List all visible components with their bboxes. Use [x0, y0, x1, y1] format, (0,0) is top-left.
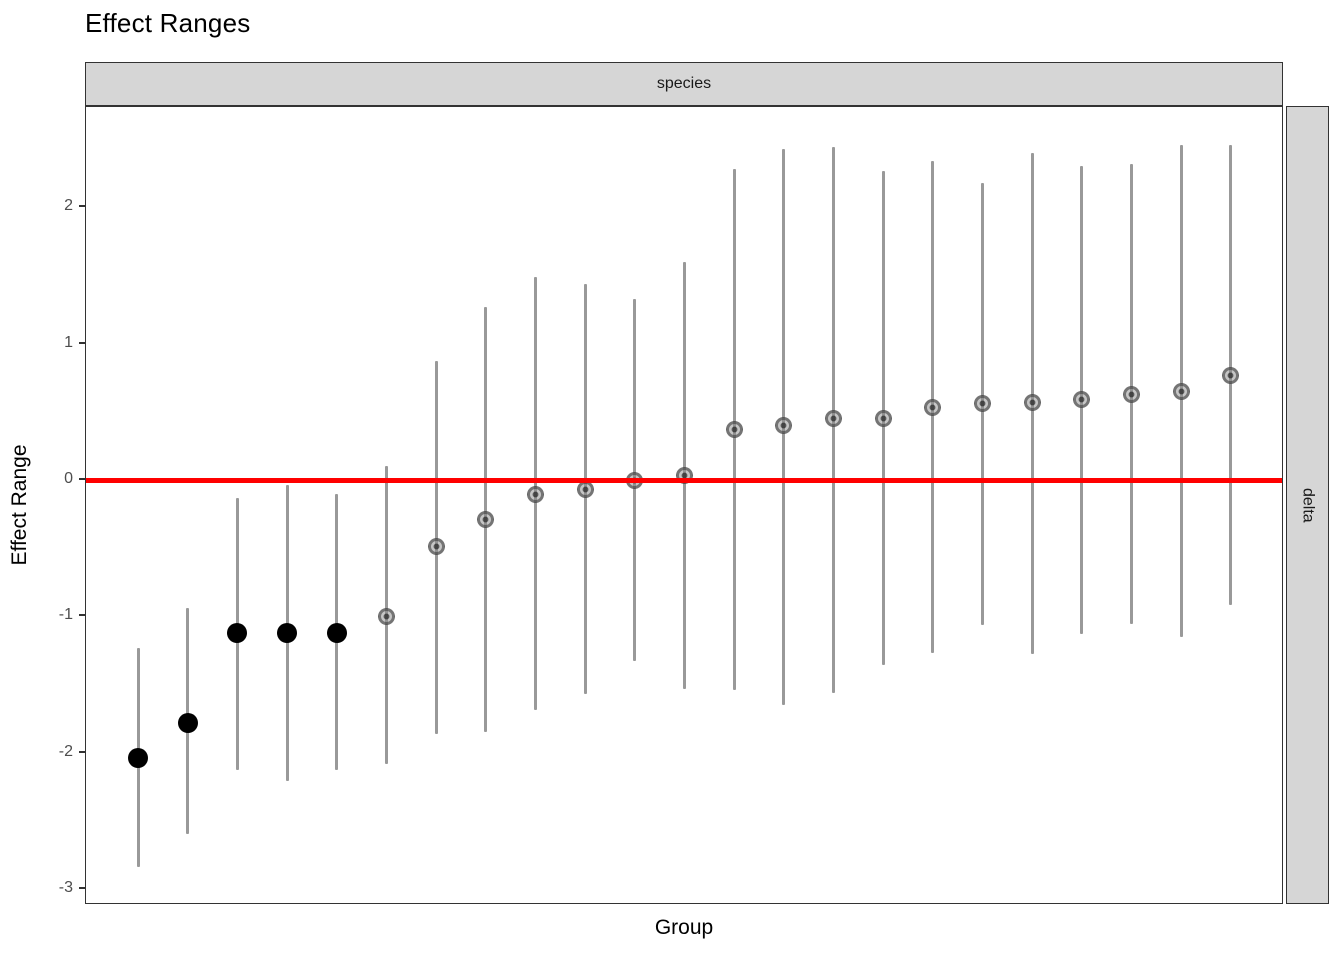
- facet-strip-right: delta: [1286, 106, 1329, 904]
- point-estimate: [1172, 382, 1190, 400]
- y-axis-tick-label: -2: [58, 742, 73, 760]
- point-estimate: [825, 410, 843, 428]
- y-axis-tick-label: -3: [58, 878, 73, 896]
- point-estimate: [1023, 393, 1041, 411]
- point-estimate-significant: [128, 748, 148, 769]
- y-axis-title: Effect Range: [8, 444, 31, 566]
- y-axis-tick-label: -1: [58, 606, 73, 624]
- zero-reference-line: [86, 477, 1282, 483]
- y-axis-tick-mark: [79, 750, 85, 753]
- chart-title: Effect Ranges: [85, 8, 251, 38]
- point-estimate-significant: [227, 622, 248, 643]
- point-estimate: [526, 486, 544, 504]
- point-estimate-significant: [326, 622, 347, 643]
- y-axis-tick-label: 0: [64, 470, 73, 487]
- point-estimate: [377, 607, 395, 625]
- x-axis-title: Group: [654, 916, 714, 939]
- point-estimate: [775, 416, 793, 434]
- y-axis-tick-mark: [79, 341, 85, 344]
- y-axis-tick-mark: [79, 614, 85, 617]
- point-estimate-significant: [277, 622, 298, 643]
- point-estimate: [1073, 391, 1091, 409]
- point-estimate: [1222, 366, 1240, 384]
- facet-strip-top-label: species: [656, 75, 712, 92]
- facet-strip-top: species: [85, 62, 1283, 106]
- point-estimate: [477, 511, 495, 529]
- y-axis-tick-mark: [79, 205, 85, 208]
- y-axis-tick-label: 2: [64, 197, 73, 215]
- point-estimate: [974, 395, 992, 413]
- y-axis-tick-label: 1: [64, 333, 73, 351]
- point-estimate: [924, 399, 942, 417]
- plot-panel: [85, 106, 1283, 904]
- point-estimate-significant: [177, 712, 198, 733]
- y-axis-tick-mark: [79, 886, 85, 889]
- facet-strip-right-label: delta: [1299, 487, 1317, 523]
- point-estimate: [874, 410, 892, 428]
- point-estimate: [427, 538, 445, 556]
- point-estimate: [725, 421, 743, 439]
- point-estimate: [576, 481, 594, 499]
- y-axis-tick-mark: [79, 478, 85, 480]
- point-estimate: [1123, 385, 1141, 403]
